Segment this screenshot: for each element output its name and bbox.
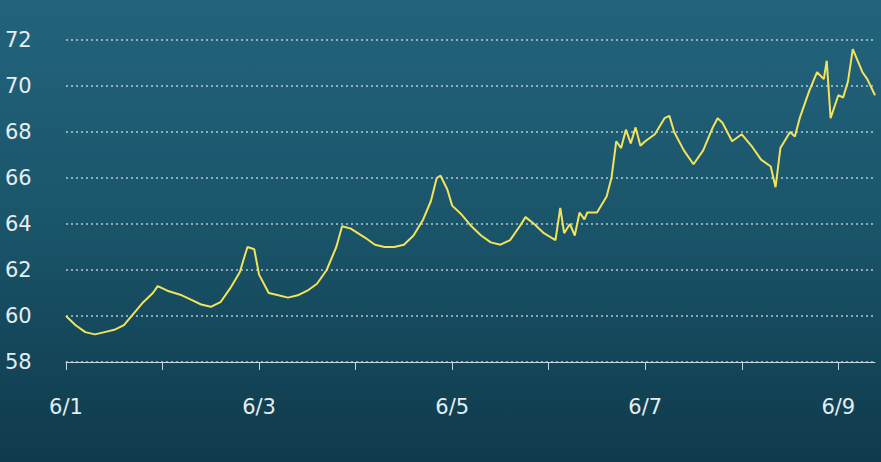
svg-text:58: 58 [5,350,32,374]
svg-text:6/9: 6/9 [821,395,855,419]
svg-text:68: 68 [5,120,32,144]
svg-text:70: 70 [5,74,32,98]
svg-text:60: 60 [5,304,32,328]
svg-text:62: 62 [5,258,32,282]
svg-text:6/5: 6/5 [435,395,469,419]
svg-text:66: 66 [5,166,32,190]
svg-text:72: 72 [5,28,32,52]
svg-text:64: 64 [5,212,32,236]
svg-text:6/7: 6/7 [628,395,662,419]
svg-text:6/1: 6/1 [49,395,83,419]
svg-text:6/3: 6/3 [242,395,276,419]
